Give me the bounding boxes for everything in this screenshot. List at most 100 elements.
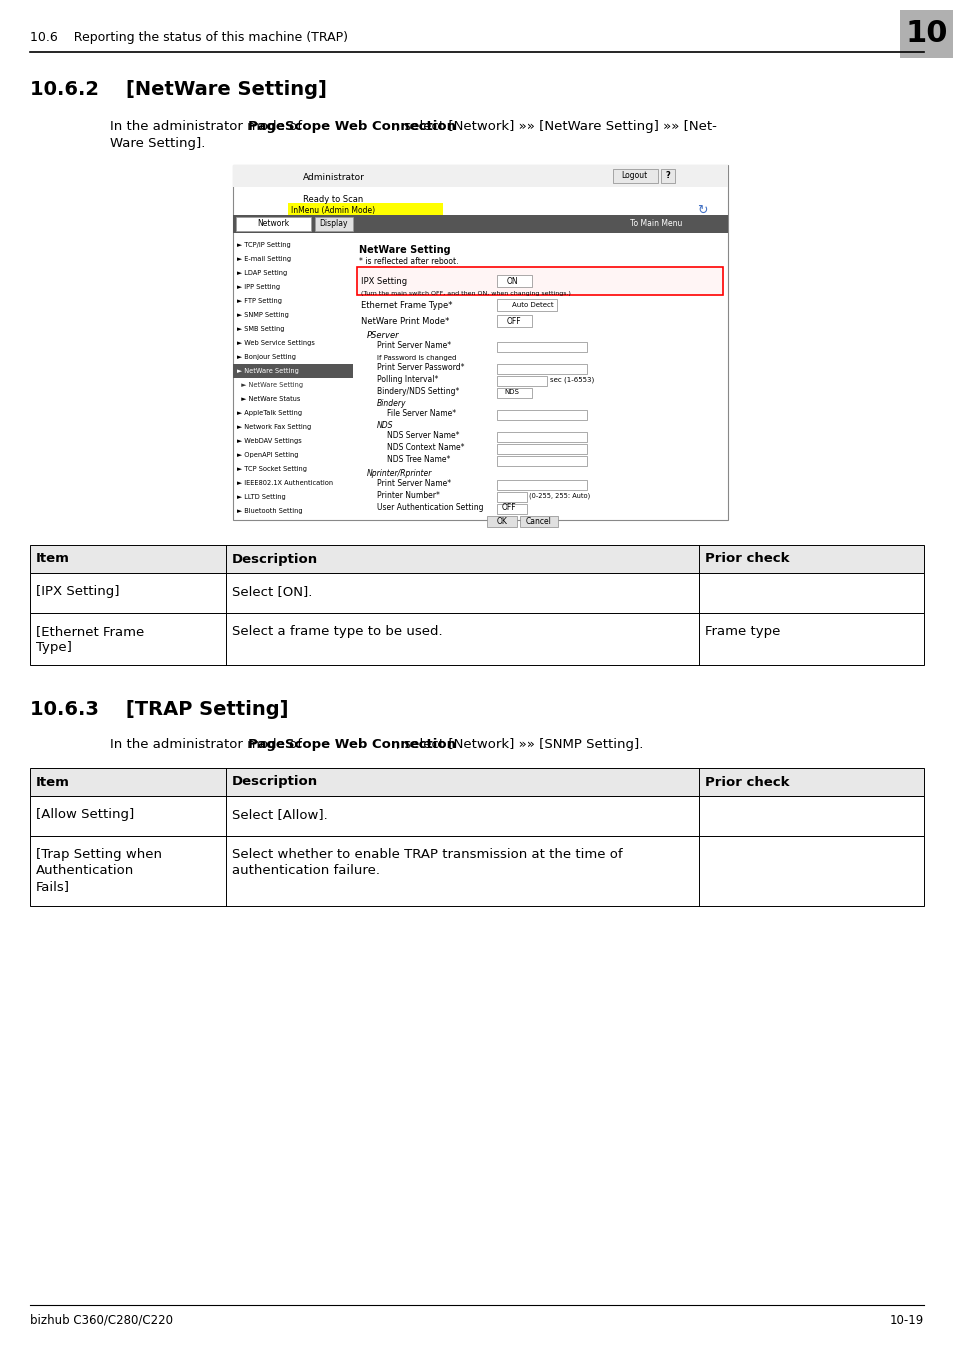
Bar (314, 217, 353, 231)
Text: ► TCP Socket Setting: ► TCP Socket Setting (236, 466, 307, 472)
Bar (497, 491, 526, 502)
Bar (497, 444, 586, 454)
Text: Bindery: Bindery (376, 400, 406, 409)
Bar (497, 315, 531, 327)
Text: ► LLTD Setting: ► LLTD Setting (236, 494, 285, 499)
Bar (233, 215, 727, 234)
Text: NDS: NDS (504, 389, 519, 396)
Text: ► FTP Setting: ► FTP Setting (236, 298, 282, 304)
Text: Print Server Name*: Print Server Name* (376, 479, 451, 489)
Text: InMenu (Admin Mode): InMenu (Admin Mode) (291, 205, 375, 215)
Text: NDS Tree Name*: NDS Tree Name* (387, 455, 450, 464)
Text: authentication failure.: authentication failure. (232, 864, 379, 878)
Text: ► Web Service Settings: ► Web Service Settings (236, 340, 314, 346)
Text: sec (1-6553): sec (1-6553) (549, 377, 594, 383)
Text: In the administrator mode of: In the administrator mode of (110, 738, 306, 751)
Text: ► TCP/IP Setting: ► TCP/IP Setting (236, 242, 291, 248)
Text: Item: Item (36, 775, 70, 788)
Text: Nprinter/Rprinter: Nprinter/Rprinter (367, 468, 432, 478)
Text: Description: Description (232, 775, 317, 788)
Text: Fails]: Fails] (36, 880, 70, 892)
Text: Ethernet Frame Type*: Ethernet Frame Type* (360, 301, 452, 309)
Bar (233, 165, 727, 188)
Text: If Password is changed: If Password is changed (376, 355, 456, 360)
Text: PServer: PServer (367, 331, 399, 339)
Text: ► SMB Setting: ► SMB Setting (236, 325, 284, 332)
Text: OFF: OFF (501, 504, 516, 513)
Text: PageScope Web Connection: PageScope Web Connection (248, 738, 456, 751)
Text: [IPX Setting]: [IPX Setting] (36, 585, 119, 598)
Text: User Authentication Setting: User Authentication Setting (376, 504, 483, 513)
Text: NetWare Setting: NetWare Setting (358, 244, 450, 255)
Bar (660, 169, 674, 184)
Bar (30, 768, 923, 796)
Text: Description: Description (232, 552, 317, 566)
Text: ► NetWare Setting: ► NetWare Setting (236, 382, 303, 387)
Text: In the administrator mode of: In the administrator mode of (110, 120, 306, 134)
Text: 10.6    Reporting the status of this machine (TRAP): 10.6 Reporting the status of this machin… (30, 31, 348, 45)
Text: OK: OK (496, 517, 507, 525)
Text: To Main Menu: To Main Menu (622, 220, 681, 228)
Text: NDS Server Name*: NDS Server Name* (387, 432, 459, 440)
Bar (288, 202, 442, 217)
Text: Logout: Logout (621, 171, 647, 181)
Text: ► IEEE802.1X Authentication: ► IEEE802.1X Authentication (236, 481, 333, 486)
Bar (899, 9, 953, 58)
Text: Frame type: Frame type (704, 625, 780, 639)
Bar (497, 364, 586, 374)
Text: [Trap Setting when: [Trap Setting when (36, 848, 162, 861)
Bar (233, 364, 353, 378)
Bar (30, 545, 923, 572)
Text: ► Bluetooth Setting: ► Bluetooth Setting (236, 508, 302, 514)
Bar (497, 387, 531, 398)
Text: NDS: NDS (376, 421, 393, 431)
Text: ► NetWare Status: ► NetWare Status (236, 396, 300, 402)
Text: Network: Network (256, 220, 289, 228)
Text: IPX Setting: IPX Setting (360, 277, 407, 285)
Text: Print Server Password*: Print Server Password* (376, 363, 464, 373)
Bar (497, 342, 586, 352)
Text: PageScope Web Connection: PageScope Web Connection (248, 120, 456, 134)
Text: bizhub C360/C280/C220: bizhub C360/C280/C220 (30, 1314, 172, 1327)
Text: ► Network Fax Setting: ► Network Fax Setting (236, 424, 311, 431)
Text: 10.6.2    [NetWare Setting]: 10.6.2 [NetWare Setting] (30, 80, 327, 99)
Bar (612, 169, 657, 184)
Bar (235, 217, 311, 231)
Text: Select [Allow].: Select [Allow]. (232, 809, 327, 821)
Text: ► NetWare Setting: ► NetWare Setting (236, 369, 298, 374)
Bar (233, 165, 727, 520)
Text: Polling Interval*: Polling Interval* (376, 375, 437, 385)
Text: [Ethernet Frame: [Ethernet Frame (36, 625, 144, 639)
Text: ► IPP Setting: ► IPP Setting (236, 284, 280, 290)
Bar (497, 432, 586, 441)
Bar (30, 796, 923, 836)
Bar (497, 410, 586, 420)
Bar (497, 504, 526, 514)
Text: (Turn the main switch OFF, and then ON, when changing settings.): (Turn the main switch OFF, and then ON, … (360, 290, 570, 296)
Bar (497, 456, 586, 466)
Text: Auto Detect: Auto Detect (512, 302, 553, 308)
Text: (0-255, 255: Auto): (0-255, 255: Auto) (528, 493, 590, 500)
Text: ↻: ↻ (697, 204, 707, 216)
Text: Select [ON].: Select [ON]. (232, 585, 312, 598)
Text: 10.6.3    [TRAP Setting]: 10.6.3 [TRAP Setting] (30, 701, 288, 720)
Bar (30, 613, 923, 666)
Text: ► LDAP Setting: ► LDAP Setting (236, 270, 287, 275)
Text: , select [Network] »» [NetWare Setting] »» [Net-: , select [Network] »» [NetWare Setting] … (395, 120, 716, 134)
Text: Type]: Type] (36, 641, 71, 653)
Text: Prior check: Prior check (704, 775, 788, 788)
Text: Administrator: Administrator (303, 173, 364, 181)
Text: Printer Number*: Printer Number* (376, 491, 439, 501)
Text: Bindery/NDS Setting*: Bindery/NDS Setting* (376, 387, 458, 397)
Text: Ware Setting].: Ware Setting]. (110, 136, 205, 150)
Text: File Server Name*: File Server Name* (387, 409, 456, 418)
Text: [Allow Setting]: [Allow Setting] (36, 809, 134, 821)
Bar (30, 572, 923, 613)
Bar (356, 267, 722, 296)
Text: 10-19: 10-19 (888, 1314, 923, 1327)
Text: ► E-mail Setting: ► E-mail Setting (236, 256, 291, 262)
Text: OFF: OFF (506, 316, 521, 325)
Text: Cancel: Cancel (525, 517, 551, 525)
Text: ON: ON (506, 277, 517, 285)
Bar (519, 516, 558, 526)
